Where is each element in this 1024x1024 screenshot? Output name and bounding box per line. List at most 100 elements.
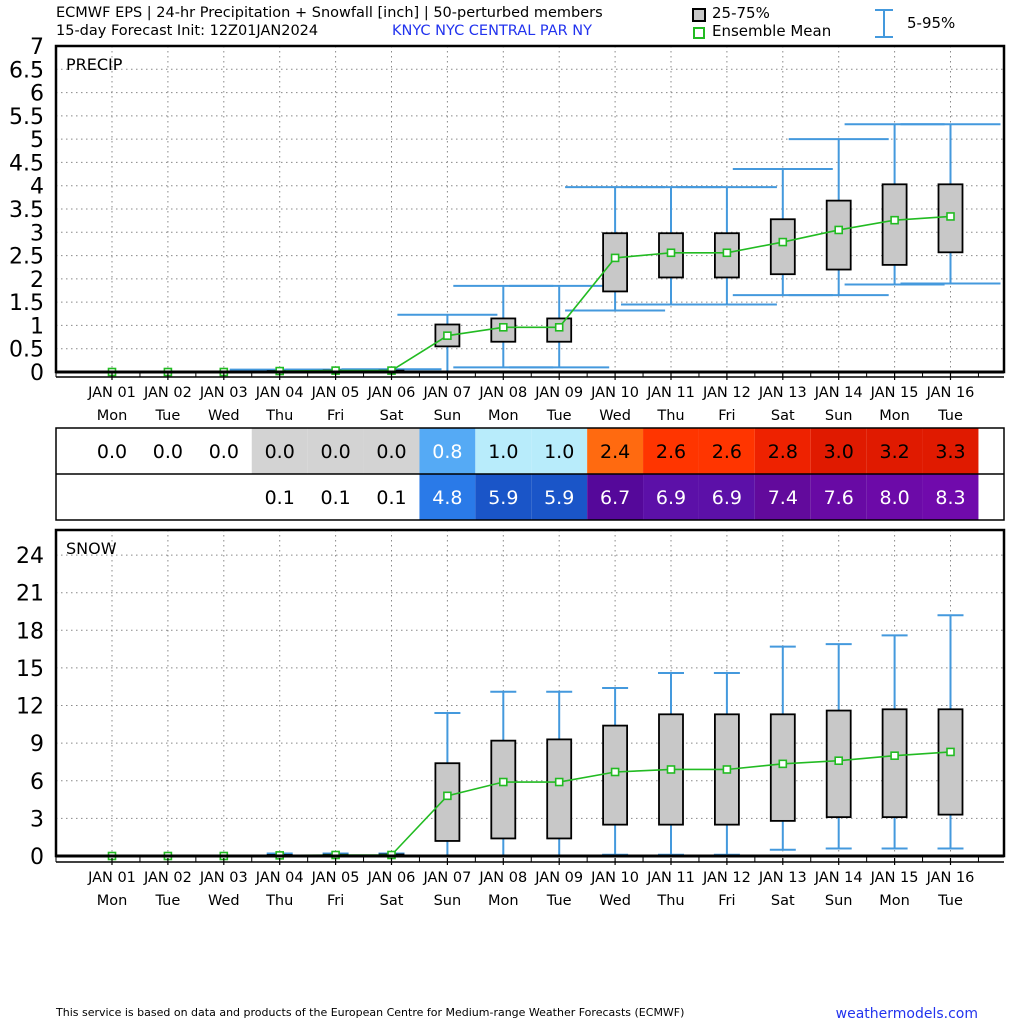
day-label: Sun xyxy=(434,893,462,909)
date-label: JAN 09 xyxy=(534,385,583,401)
y-tick-label: 6.5 xyxy=(9,58,44,83)
snow-total-cell: 6.7 xyxy=(600,487,630,509)
precip-total-cell-bg xyxy=(475,428,532,474)
mean-marker xyxy=(554,777,564,787)
date-label: JAN 10 xyxy=(590,385,639,401)
day-label: Wed xyxy=(599,893,631,909)
iqr-box xyxy=(881,708,908,819)
day-label: Wed xyxy=(599,408,631,424)
date-label: JAN 12 xyxy=(702,870,751,886)
iqr-box xyxy=(546,738,573,840)
y-tick-label: 15 xyxy=(16,657,44,682)
y-tick-label: 1 xyxy=(30,314,44,339)
panel-snow: 0 3 6 9 12 15 18 21 24 SNOW JAN 01 Mon JAN 02 Tue JAN … xyxy=(16,528,1006,909)
date-label: JAN 14 xyxy=(814,870,863,886)
snow-total-cell-bg xyxy=(754,474,811,520)
day-label: Tue xyxy=(155,893,181,909)
day-label: Sat xyxy=(380,893,404,909)
y-tick-label: 7 xyxy=(30,35,44,60)
mean-marker xyxy=(834,225,844,235)
y-tick-label: 6 xyxy=(30,770,44,795)
snow-total-cell-bg xyxy=(195,474,252,520)
snow-total-cell-bg xyxy=(698,474,755,520)
iqr-box xyxy=(769,218,796,276)
mean-marker xyxy=(666,765,676,774)
mean-marker xyxy=(498,777,508,787)
precip-total-cell-bg xyxy=(363,428,420,474)
snow-total-cell-bg xyxy=(475,474,532,520)
y-tick-label: 5.5 xyxy=(9,105,44,130)
iqr-box xyxy=(881,183,908,266)
date-label: JAN 05 xyxy=(311,385,360,401)
precip-total-cell-bg xyxy=(866,428,923,474)
y-tick-label: 3.5 xyxy=(9,198,44,223)
y-tick-label: 0.5 xyxy=(9,338,44,363)
footer-link[interactable]: weathermodels.com xyxy=(835,1006,978,1022)
date-label: JAN 02 xyxy=(143,385,192,401)
precip-total-cell-bg xyxy=(84,428,140,474)
precip-total-cell-bg xyxy=(754,428,811,474)
day-label: Thu xyxy=(656,893,684,909)
y-tick-label: 6 xyxy=(30,82,44,107)
precip-total-cell: 0.0 xyxy=(153,441,183,463)
y-tick-label: 0 xyxy=(30,361,44,386)
station-name: KNYC NYC CENTRAL PAR NY xyxy=(392,23,593,39)
precip-total-cell-bg xyxy=(698,428,755,474)
forecast-init: 15-day Forecast Init: 12Z01JAN2024 xyxy=(56,23,319,39)
day-label: Fri xyxy=(718,893,735,909)
snow-total-cell-bg xyxy=(531,474,588,520)
mean-marker xyxy=(946,212,955,221)
mean-marker xyxy=(443,331,452,340)
snow-total-cell: 4.8 xyxy=(432,487,462,509)
date-label: JAN 06 xyxy=(367,870,416,886)
snow-total-cell-bg xyxy=(587,474,644,520)
day-label: Tue xyxy=(546,408,572,424)
precip-total-cell: 2.6 xyxy=(712,441,742,463)
day-label: Tue xyxy=(155,408,181,424)
mean-marker xyxy=(834,756,844,766)
day-label: Thu xyxy=(656,408,684,424)
day-label: Sun xyxy=(825,893,853,909)
day-label: Mon xyxy=(97,408,128,424)
snow-total-cell-bg xyxy=(251,474,308,520)
date-label: JAN 03 xyxy=(199,870,248,886)
y-tick-label: 21 xyxy=(16,582,44,607)
snow-total-cell: 7.6 xyxy=(824,487,854,509)
precip-total-cell-bg xyxy=(307,428,364,474)
mean-marker xyxy=(778,237,788,247)
date-label: JAN 06 xyxy=(367,385,416,401)
iqr-box xyxy=(937,183,964,254)
snow-total-cell-bg xyxy=(84,474,140,520)
precip-total-cell: 3.3 xyxy=(935,441,965,463)
precip-total-cell: 3.0 xyxy=(824,441,854,463)
mean-marker xyxy=(554,322,564,332)
y-tick-label: 1.5 xyxy=(9,291,44,316)
date-label: JAN 12 xyxy=(702,385,751,401)
snow-total-cell: 5.9 xyxy=(544,487,574,509)
mean-marker xyxy=(722,248,732,258)
snow-total-cell-bg xyxy=(363,474,420,520)
date-label: JAN 08 xyxy=(478,385,527,401)
y-tick-label: 9 xyxy=(30,732,44,757)
iqr-box xyxy=(937,708,964,816)
date-label: JAN 03 xyxy=(199,385,248,401)
precip-total-cell-bg xyxy=(195,428,252,474)
y-tick-label: 24 xyxy=(16,544,44,569)
snow-total-cell-bg xyxy=(643,474,699,520)
legend-mean-swatch xyxy=(693,27,705,39)
mean-marker xyxy=(610,767,620,777)
mean-marker xyxy=(778,759,788,769)
panel-precip: 00.511.522.533.544.555.566.57 PRECIP JAN 0… xyxy=(9,35,1006,424)
snow-total-cell: 5.9 xyxy=(488,487,518,509)
date-label: JAN 01 xyxy=(87,870,136,886)
day-label: Fri xyxy=(327,408,344,424)
y-tick-label: 3 xyxy=(30,807,44,832)
precip-total-cell: 1.0 xyxy=(544,441,574,463)
day-label: Fri xyxy=(718,408,735,424)
precip-total-cell: 0.0 xyxy=(320,441,350,463)
snow-total-cell: 6.9 xyxy=(712,487,742,509)
y-tick-label: 5 xyxy=(30,128,44,153)
iqr-box xyxy=(602,232,628,293)
day-label: Wed xyxy=(208,893,240,909)
day-label: Fri xyxy=(327,893,344,909)
